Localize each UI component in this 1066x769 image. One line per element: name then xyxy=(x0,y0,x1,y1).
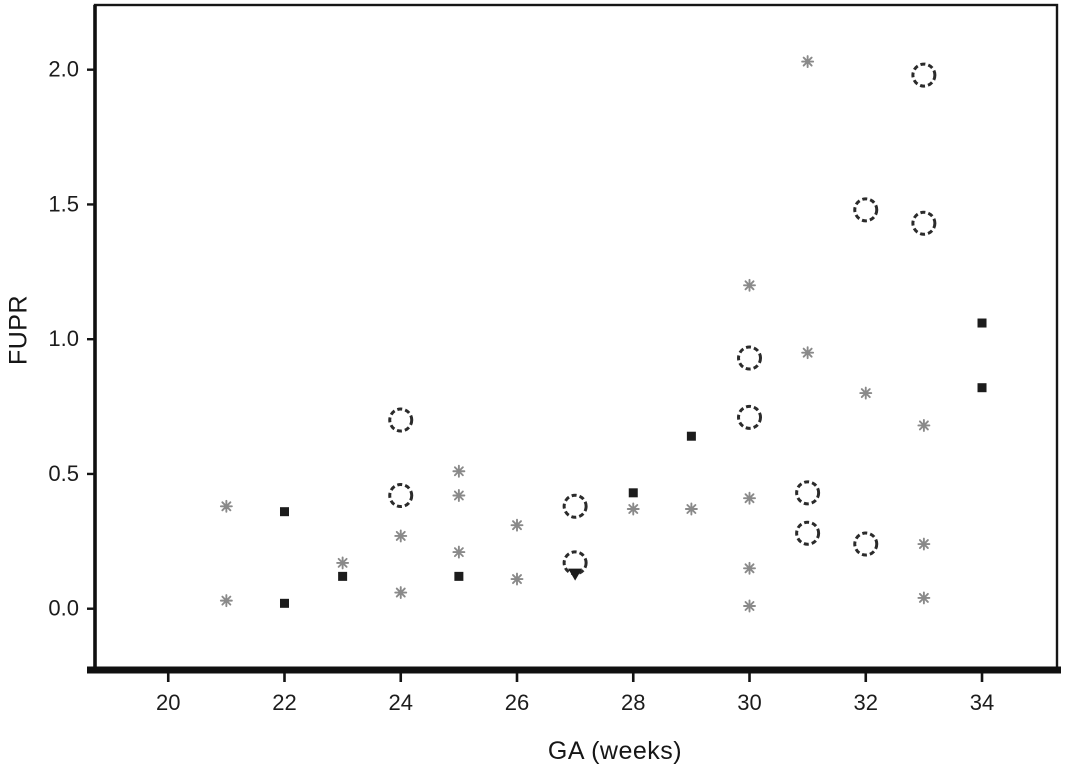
data-point xyxy=(452,464,466,478)
data-point xyxy=(801,55,815,69)
data-point xyxy=(977,383,987,393)
series-filled-square-markers xyxy=(279,318,987,608)
data-point xyxy=(279,598,289,608)
data-point xyxy=(801,346,815,360)
data-point xyxy=(562,493,588,519)
series-open-circle-markers xyxy=(388,62,937,576)
data-point xyxy=(336,556,350,570)
data-point xyxy=(388,483,414,509)
data-point xyxy=(853,197,879,223)
data-point xyxy=(853,531,879,557)
data-point xyxy=(279,507,289,517)
data-point xyxy=(859,386,873,400)
data-point xyxy=(568,568,583,581)
data-point xyxy=(510,518,524,532)
data-point xyxy=(911,210,937,236)
data-point xyxy=(686,431,696,441)
x-tick-label: 34 xyxy=(970,690,994,715)
data-point xyxy=(219,594,233,608)
data-point xyxy=(743,491,756,505)
data-point xyxy=(394,586,408,599)
data-point xyxy=(917,418,931,432)
data-point xyxy=(743,561,756,575)
y-tick-label: 1.5 xyxy=(48,191,79,216)
x-tick-label: 28 xyxy=(621,690,645,715)
data-point xyxy=(737,404,763,430)
data-point xyxy=(510,572,524,586)
series-gray-star-markers xyxy=(219,55,931,613)
x-tick-label: 30 xyxy=(737,690,761,715)
data-point xyxy=(737,345,763,371)
data-point xyxy=(977,318,987,328)
data-point xyxy=(743,278,756,292)
data-point xyxy=(684,502,698,516)
data-point xyxy=(626,502,640,516)
data-point xyxy=(219,499,233,513)
data-point xyxy=(338,571,348,581)
y-tick-label: 1.0 xyxy=(48,326,79,351)
y-tick-label: 2.0 xyxy=(48,57,79,82)
data-point xyxy=(394,529,408,543)
plot-frame xyxy=(93,3,1059,670)
series-filled-triangle-markers xyxy=(568,568,583,581)
data-point xyxy=(917,591,931,605)
x-tick-label: 24 xyxy=(389,690,413,715)
data-point xyxy=(743,599,756,613)
data-point xyxy=(452,489,466,502)
x-axis-label: GA (weeks) xyxy=(547,737,683,765)
data-point xyxy=(454,571,464,581)
data-point xyxy=(388,407,414,433)
data-point xyxy=(917,537,931,551)
data-point xyxy=(452,545,466,559)
data-point xyxy=(795,520,821,546)
y-axis-label: FUPR xyxy=(4,294,33,366)
x-tick-label: 32 xyxy=(854,690,878,715)
data-point xyxy=(628,488,638,498)
x-tick-label: 26 xyxy=(505,690,529,715)
y-tick-label: 0.5 xyxy=(48,461,79,486)
y-tick-label: 0.0 xyxy=(48,596,79,621)
x-tick-label: 20 xyxy=(156,690,180,715)
x-tick-label: 22 xyxy=(272,690,296,715)
data-point xyxy=(911,62,937,88)
data-point xyxy=(795,480,821,506)
